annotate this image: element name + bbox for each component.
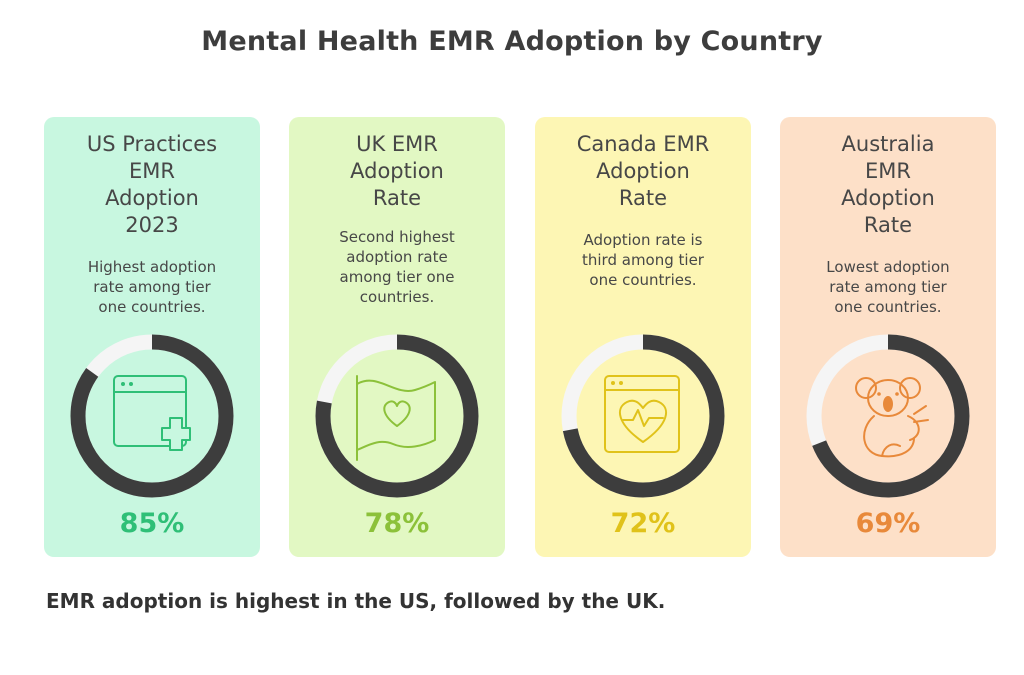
card-description-line: third among tier [582,251,704,269]
card-description-line: countries. [359,288,435,306]
percentage-label: 78% [364,508,430,539]
card-title-line: Adoption [841,186,935,210]
card-canada: Canada EMR Adoption Rate Adoption rate is th… [535,117,751,557]
card-description-line: among tier one [339,268,455,286]
card-us: US Practices EMR Adoption 2023 Highest adopt… [44,117,260,557]
card-title-line: UK EMR [356,132,438,156]
card-description-line: Adoption rate is [583,231,703,249]
card-description-line: rate among tier [829,278,947,296]
donut-ring [70,334,234,498]
card-title-line: Australia [841,132,935,156]
card-description-line: one countries. [834,298,942,316]
card-title-line: Canada EMR [576,132,710,156]
percentage-label: 72% [610,508,676,539]
donut-ring [315,334,479,498]
card-title-line: Rate [372,186,422,210]
donut-ring [561,334,725,498]
card-description: Highest adoption rate among tier one count… [44,257,260,317]
card-description-line: adoption rate [346,248,448,266]
heart-flag-icon [356,375,436,461]
card-australia: Australia EMR Adoption Rate Lowest adoption r… [780,117,996,557]
koala-icon [855,377,929,458]
card-title-line: Adoption [105,186,199,210]
card-title-line: Adoption [350,159,444,183]
card-title-line: EMR [865,159,911,183]
card-description: Second highest adoption rate among tier on… [289,227,505,307]
donut-value-arc [315,334,479,498]
card-title-line: US Practices [86,132,218,156]
card-description-line: Second highest [339,228,455,246]
card-description-line: one countries. [589,271,697,289]
card-title-line: Rate [863,213,913,237]
donut-value-arc [70,334,234,498]
chart-title: Mental Health EMR Adoption by Country [201,26,823,57]
card-title: Canada EMR Adoption Rate [535,131,751,212]
country-cards: US Practices EMR Adoption 2023 Highest adopt… [44,117,996,557]
footer-summary: EMR adoption is highest in the US, follo… [46,589,666,613]
card-description-line: Lowest adoption [826,258,950,276]
card-description: Lowest adoption rate among tier one countr… [780,257,996,317]
card-title: Australia EMR Adoption Rate [780,131,996,239]
donut-value-arc [561,334,725,498]
browser-plus-icon [113,375,191,451]
percentage-label: 69% [855,508,921,539]
donut-value-arc [806,334,970,498]
card-description-line: rate among tier [93,278,211,296]
card-description-line: Highest adoption [87,258,217,276]
card-description-line: one countries. [98,298,206,316]
card-title-line: Adoption [596,159,690,183]
card-title: UK EMR Adoption Rate [289,131,505,212]
card-title-line: EMR [129,159,175,183]
donut-ring [806,334,970,498]
card-title: US Practices EMR Adoption 2023 [44,131,260,239]
percentage-label: 85% [119,508,185,539]
card-title-line: Rate [618,186,668,210]
card-description: Adoption rate is third among tier one coun… [535,230,751,290]
card-uk: UK EMR Adoption Rate Second highest adoption… [289,117,505,557]
browser-heartbeat-icon [604,375,680,453]
card-title-line: 2023 [125,213,179,237]
